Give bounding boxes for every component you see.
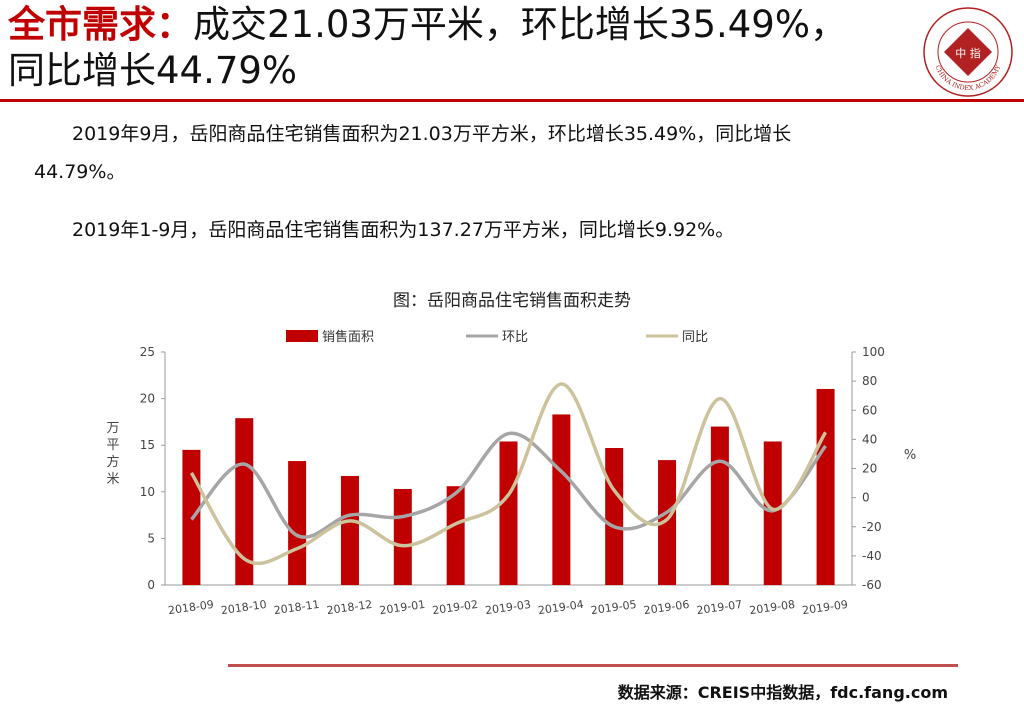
summary-paragraph-1: 2019年9月，岳阳商品住宅销售面积为21.03万平方米，环比增长35.49%，… — [72, 123, 792, 145]
left-axis-label-char: 方 — [106, 454, 119, 470]
page-title-line-1: 全市需求：成交21.03万平米，环比增长35.49%， — [8, 2, 908, 48]
x-axis-tick-label: 2019-04 — [537, 598, 584, 617]
chart-title: 图：岳阳商品住宅销售面积走势 — [393, 291, 631, 311]
page-title-line-2: 同比增长44.79% — [8, 49, 298, 92]
right-axis-tick-label: -60 — [862, 578, 882, 592]
bar-sales-area — [393, 489, 412, 585]
left-axis-label-char: 平 — [106, 438, 119, 453]
header: 全市需求：成交21.03万平米，环比增长35.49%， 同比增长44.79% — [8, 2, 908, 94]
left-axis-tick-label: 10 — [140, 485, 155, 499]
china-index-academy-logo: 中 指 CHINA INDEX ACADEMY — [923, 7, 1013, 97]
left-axis-tick-label: 5 — [147, 531, 155, 545]
right-axis-tick-label: 60 — [862, 403, 877, 417]
footer-divider — [228, 664, 958, 667]
x-axis-tick-label: 2018-12 — [326, 598, 373, 617]
x-axis-tick-label: 2019-06 — [643, 598, 690, 617]
bar-sales-area — [658, 460, 677, 585]
x-axis-tick-label: 2019-02 — [432, 598, 479, 617]
bar-sales-area — [710, 426, 729, 585]
left-axis-label-char: 米 — [106, 472, 119, 487]
summary-paragraph-2: 2019年1-9月，岳阳商品住宅销售面积为137.27万平方米，同比增长9.92… — [72, 219, 735, 241]
left-axis-tick-label: 20 — [140, 392, 155, 406]
summary-paragraph-1-continued: 44.79%。 — [34, 161, 126, 183]
right-axis-tick-label: -20 — [862, 520, 882, 534]
x-axis-tick-label: 2019-08 — [749, 598, 796, 617]
right-axis-tick-label: 100 — [862, 345, 885, 359]
bar-sales-area — [605, 447, 624, 585]
left-axis-tick-label: 15 — [140, 438, 155, 452]
x-axis-tick-label: 2019-07 — [696, 598, 743, 617]
x-axis-tick-label: 2018-10 — [220, 598, 267, 617]
legend-label: 环比 — [502, 330, 528, 345]
legend-label: 销售面积 — [322, 329, 374, 345]
title-prefix: 全市需求： — [8, 3, 193, 46]
bar-sales-area — [235, 418, 254, 585]
right-axis-tick-label: 80 — [862, 374, 877, 388]
x-axis-tick-label: 2019-05 — [590, 598, 637, 617]
bar-sales-area — [499, 441, 518, 585]
right-axis-tick-label: 40 — [862, 432, 877, 446]
legend-swatch-bar — [286, 330, 318, 342]
left-axis-label-char: 万 — [106, 421, 119, 436]
title-body: 成交21.03万平米，环比增长35.49%， — [193, 3, 848, 46]
bar-sales-area — [816, 389, 835, 585]
bar-sales-area — [340, 475, 359, 585]
right-axis-tick-label: -40 — [862, 549, 882, 563]
x-axis-tick-label: 2019-09 — [801, 598, 848, 617]
legend-label: 同比 — [682, 330, 708, 345]
x-axis-tick-label: 2019-01 — [379, 598, 426, 617]
bar-sales-area — [552, 414, 571, 585]
bar-sales-area — [446, 486, 465, 585]
right-axis-tick-label: 0 — [862, 491, 870, 505]
x-axis-tick-label: 2018-09 — [167, 598, 214, 617]
right-axis-label: % — [904, 448, 916, 463]
header-divider — [0, 99, 1024, 102]
data-source: 数据来源：CREIS中指数据，fdc.fang.com — [617, 683, 948, 702]
bar-sales-area — [288, 461, 307, 585]
right-axis-tick-label: 20 — [862, 462, 877, 476]
x-axis-tick-label: 2018-11 — [273, 598, 320, 617]
left-axis-tick-label: 25 — [140, 345, 155, 359]
bar-sales-area — [763, 441, 782, 585]
left-axis-tick-label: 0 — [147, 578, 155, 592]
logo-center-text: 中 指 — [955, 46, 981, 60]
x-axis-tick-label: 2019-03 — [484, 598, 531, 617]
